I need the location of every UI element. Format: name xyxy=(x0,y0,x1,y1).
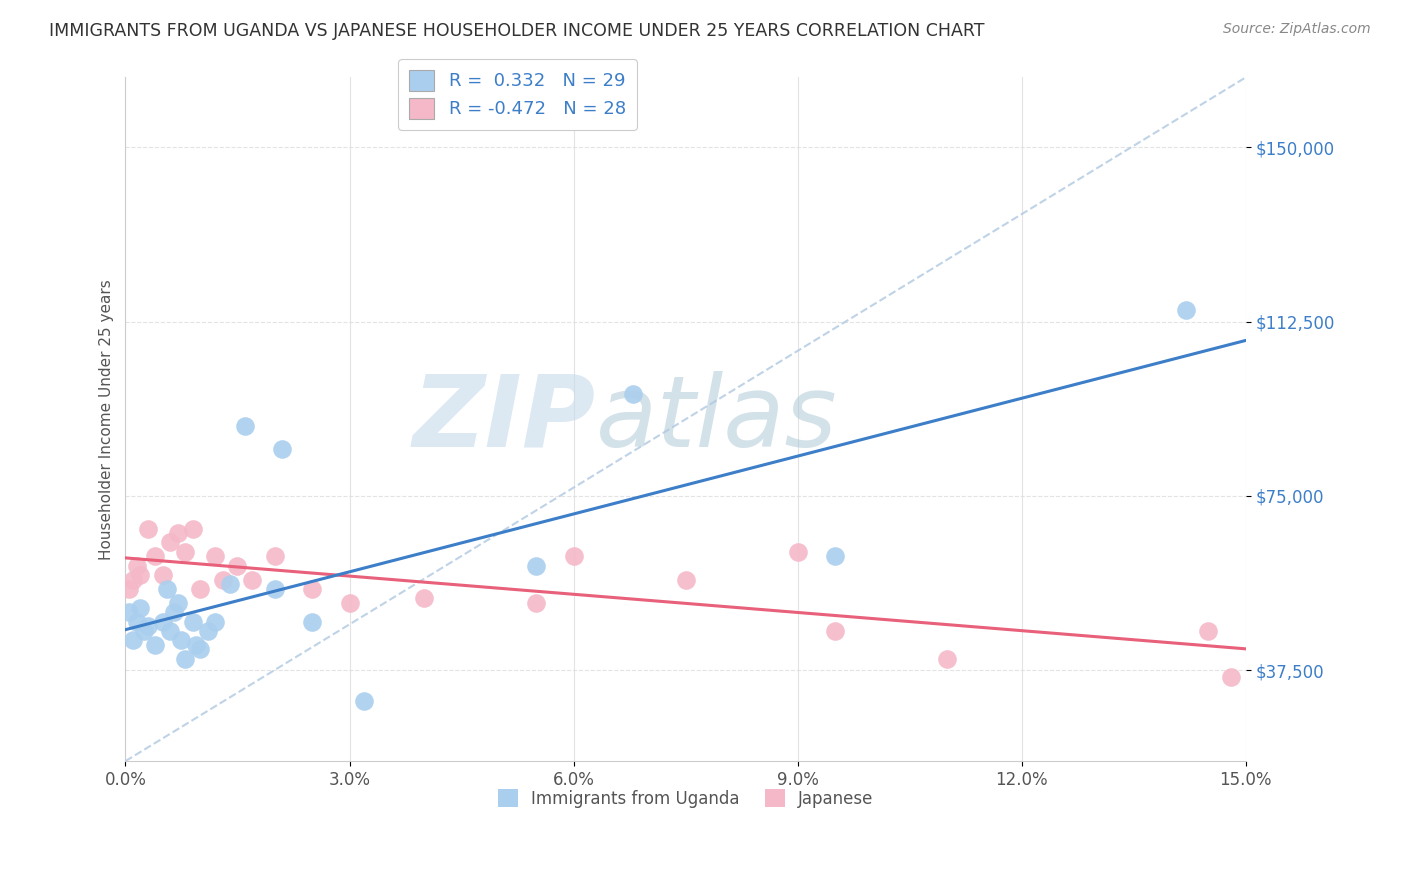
Point xyxy=(166,596,188,610)
Text: Source: ZipAtlas.com: Source: ZipAtlas.com xyxy=(1223,22,1371,37)
Point xyxy=(824,549,846,564)
Point xyxy=(675,573,697,587)
Point xyxy=(301,582,323,596)
Point xyxy=(271,442,294,457)
Point xyxy=(129,568,152,582)
Point xyxy=(621,386,644,401)
Point xyxy=(188,642,211,657)
Point xyxy=(136,619,159,633)
Point xyxy=(219,577,242,591)
Point xyxy=(152,615,174,629)
Point xyxy=(174,545,197,559)
Point xyxy=(786,545,808,559)
Point xyxy=(143,549,166,564)
Point xyxy=(129,600,152,615)
Point xyxy=(181,615,204,629)
Point xyxy=(824,624,846,638)
Point xyxy=(1174,302,1197,317)
Point xyxy=(155,582,177,596)
Point xyxy=(170,633,193,648)
Point xyxy=(301,615,323,629)
Text: atlas: atlas xyxy=(596,371,838,467)
Point xyxy=(118,582,141,596)
Y-axis label: Householder Income Under 25 years: Householder Income Under 25 years xyxy=(100,279,114,559)
Point xyxy=(122,573,145,587)
Point xyxy=(122,633,145,648)
Point xyxy=(936,652,959,666)
Point xyxy=(186,638,208,652)
Point xyxy=(211,573,233,587)
Point xyxy=(134,624,156,638)
Point xyxy=(166,526,188,541)
Point xyxy=(233,419,256,434)
Point xyxy=(204,615,226,629)
Point xyxy=(118,605,141,619)
Point xyxy=(197,624,219,638)
Point xyxy=(524,596,547,610)
Point xyxy=(353,693,375,707)
Point xyxy=(163,605,186,619)
Point xyxy=(339,596,361,610)
Point xyxy=(413,591,436,606)
Point xyxy=(143,638,166,652)
Point xyxy=(242,573,264,587)
Point xyxy=(125,615,148,629)
Point xyxy=(159,624,181,638)
Point xyxy=(226,558,249,573)
Point xyxy=(263,549,285,564)
Text: ZIP: ZIP xyxy=(413,371,596,467)
Legend: Immigrants from Uganda, Japanese: Immigrants from Uganda, Japanese xyxy=(491,783,880,814)
Point xyxy=(125,558,148,573)
Point xyxy=(524,558,547,573)
Point xyxy=(181,522,204,536)
Point xyxy=(1219,670,1241,684)
Point xyxy=(1197,624,1219,638)
Point xyxy=(136,522,159,536)
Point xyxy=(174,652,197,666)
Point xyxy=(159,535,181,549)
Text: IMMIGRANTS FROM UGANDA VS JAPANESE HOUSEHOLDER INCOME UNDER 25 YEARS CORRELATION: IMMIGRANTS FROM UGANDA VS JAPANESE HOUSE… xyxy=(49,22,984,40)
Point xyxy=(188,582,211,596)
Point xyxy=(263,582,285,596)
Point xyxy=(152,568,174,582)
Point xyxy=(204,549,226,564)
Point xyxy=(562,549,585,564)
